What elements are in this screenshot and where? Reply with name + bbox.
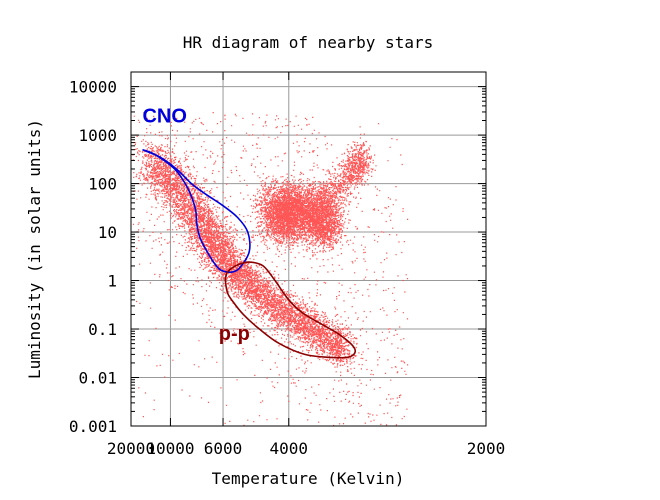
plot-frame xyxy=(130,71,487,427)
x-tick-label: 20000 xyxy=(107,439,155,458)
y-tick-label: 1 xyxy=(107,272,117,291)
y-tick-label: 10000 xyxy=(69,78,117,97)
p-p-outline xyxy=(224,261,357,359)
y-tick-label: 0.001 xyxy=(69,417,117,436)
cno-label: CNO xyxy=(142,106,186,128)
star-points xyxy=(132,112,409,427)
cno-outline xyxy=(142,148,251,274)
y-tick-label: 0.01 xyxy=(78,369,117,388)
y-axis-label: Luminosity (in solar units) xyxy=(25,119,44,379)
x-tick-label: 2000 xyxy=(467,439,506,458)
x-tick-label: 6000 xyxy=(204,439,243,458)
y-tick-label: 10 xyxy=(98,223,117,242)
y-tick-label: 100 xyxy=(88,175,117,194)
p-p-label: p-p xyxy=(219,323,250,345)
x-tick-label: 4000 xyxy=(270,439,309,458)
star-point-cloud xyxy=(132,112,409,427)
x-axis-label: Temperature (Kelvin) xyxy=(212,469,405,488)
annotation-labels: CNO p-p xyxy=(142,106,249,345)
y-tick-label: 1000 xyxy=(78,126,117,145)
y-axis-ticks: 0.001 0.01 0.1 1 10 100 1000 10000 xyxy=(69,78,486,436)
chart-title: HR diagram of nearby stars xyxy=(183,33,433,52)
region-outlines xyxy=(142,148,357,359)
y-tick-label: 0.1 xyxy=(88,320,117,339)
x-tick-label: 10000 xyxy=(146,439,194,458)
